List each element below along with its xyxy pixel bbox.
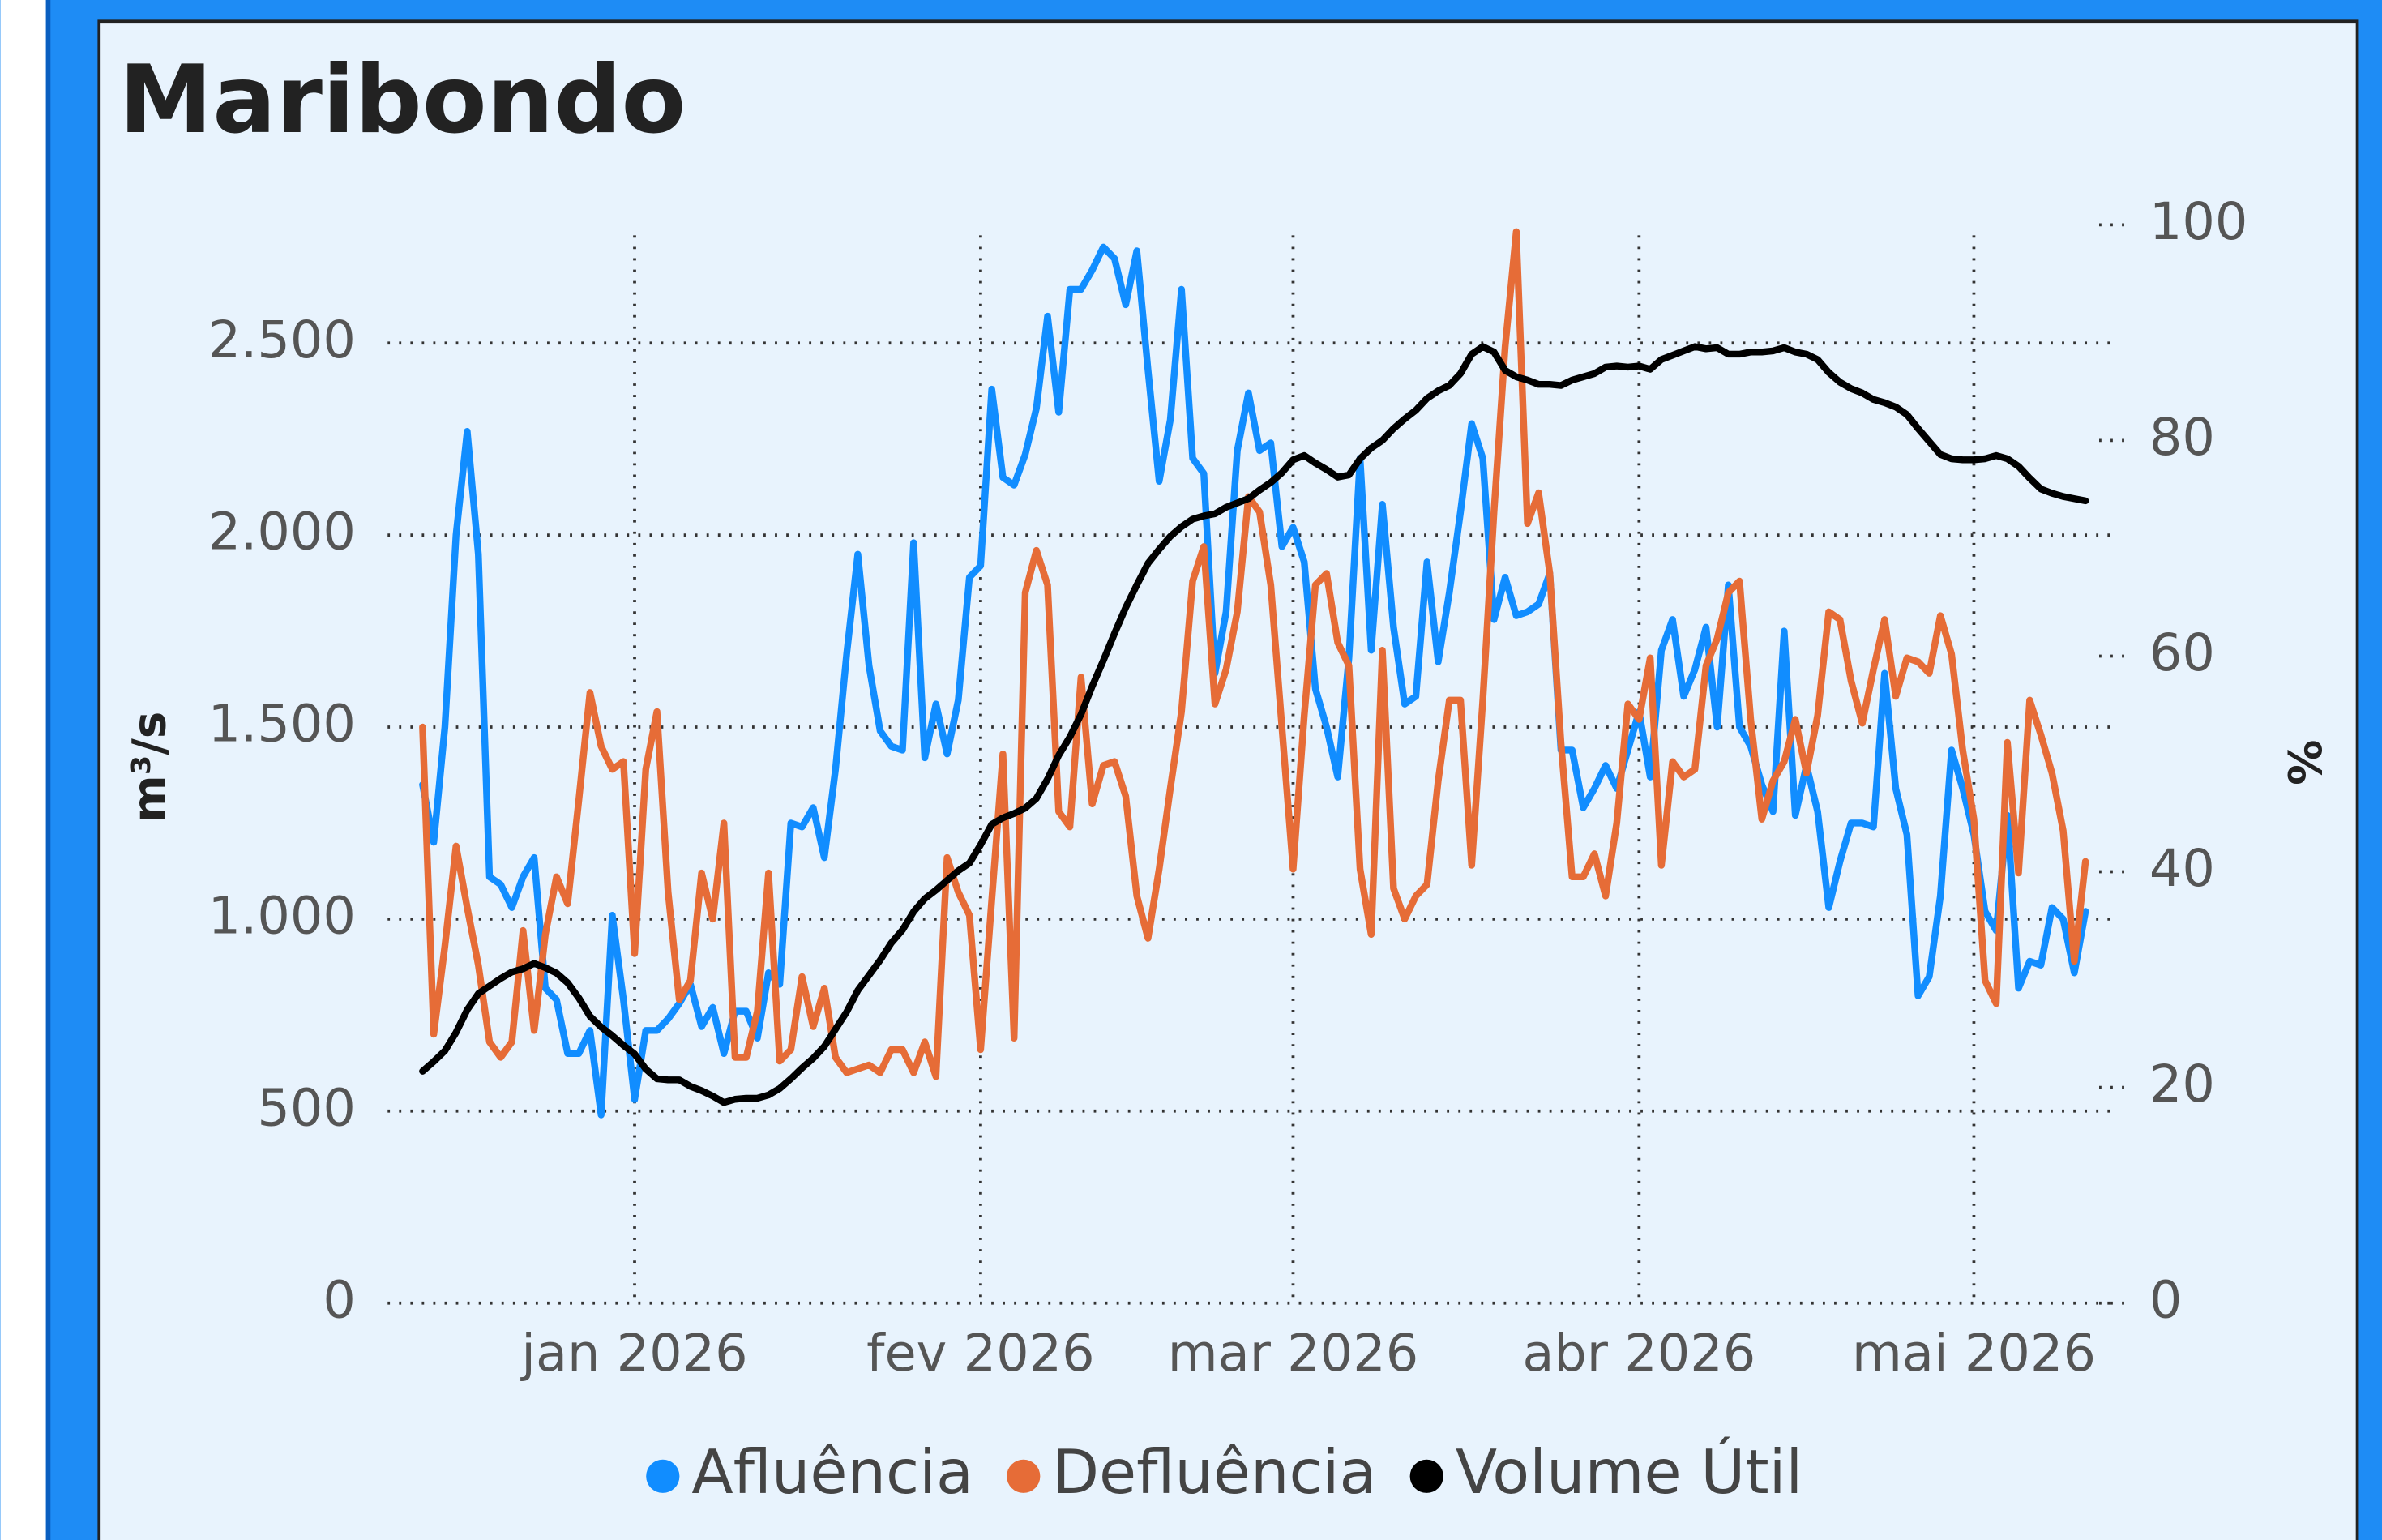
series-line	[419, 228, 2089, 1080]
y-tick-label: 500	[257, 1078, 356, 1138]
series-line	[419, 343, 2089, 1106]
left-strip	[0, 0, 46, 1540]
legend-marker	[1409, 1459, 1443, 1493]
frame-edge	[45, 0, 51, 1540]
legend-label: Defluência	[1052, 1436, 1376, 1508]
chart-title: Maribondo	[119, 45, 686, 155]
y-tick-label: 1.000	[208, 886, 356, 946]
x-tick-label: mar 2026	[1168, 1324, 1419, 1384]
y-tick-label: 2.000	[208, 503, 356, 563]
y-tick-label: 1.500	[208, 695, 356, 755]
legend-marker	[1007, 1459, 1041, 1493]
x-tick-label: fev 2026	[866, 1324, 1095, 1384]
x-tick-label: mai 2026	[1852, 1324, 2096, 1384]
x-tick-label: abr 2026	[1522, 1324, 1755, 1384]
x-tick-label: jan 2026	[520, 1324, 747, 1384]
panel	[97, 19, 2359, 1540]
y-tick-label: 2.500	[208, 310, 356, 370]
legend-marker	[646, 1459, 680, 1493]
y-axis-label: m³/s	[123, 712, 176, 823]
y2-axis-label: %	[2277, 739, 2330, 785]
legend-label: Afluência	[691, 1436, 973, 1508]
y2-tick-label: 80	[2149, 408, 2215, 468]
y2-tick-label: 60	[2149, 623, 2215, 683]
legend-label: Volume Útil	[1456, 1436, 1803, 1508]
y-tick-label: 0	[323, 1270, 356, 1330]
y2-tick-label: 0	[2149, 1270, 2183, 1330]
y2-tick-label: 20	[2149, 1054, 2215, 1114]
y2-tick-label: 100	[2149, 192, 2248, 252]
y2-tick-label: 40	[2149, 839, 2215, 899]
